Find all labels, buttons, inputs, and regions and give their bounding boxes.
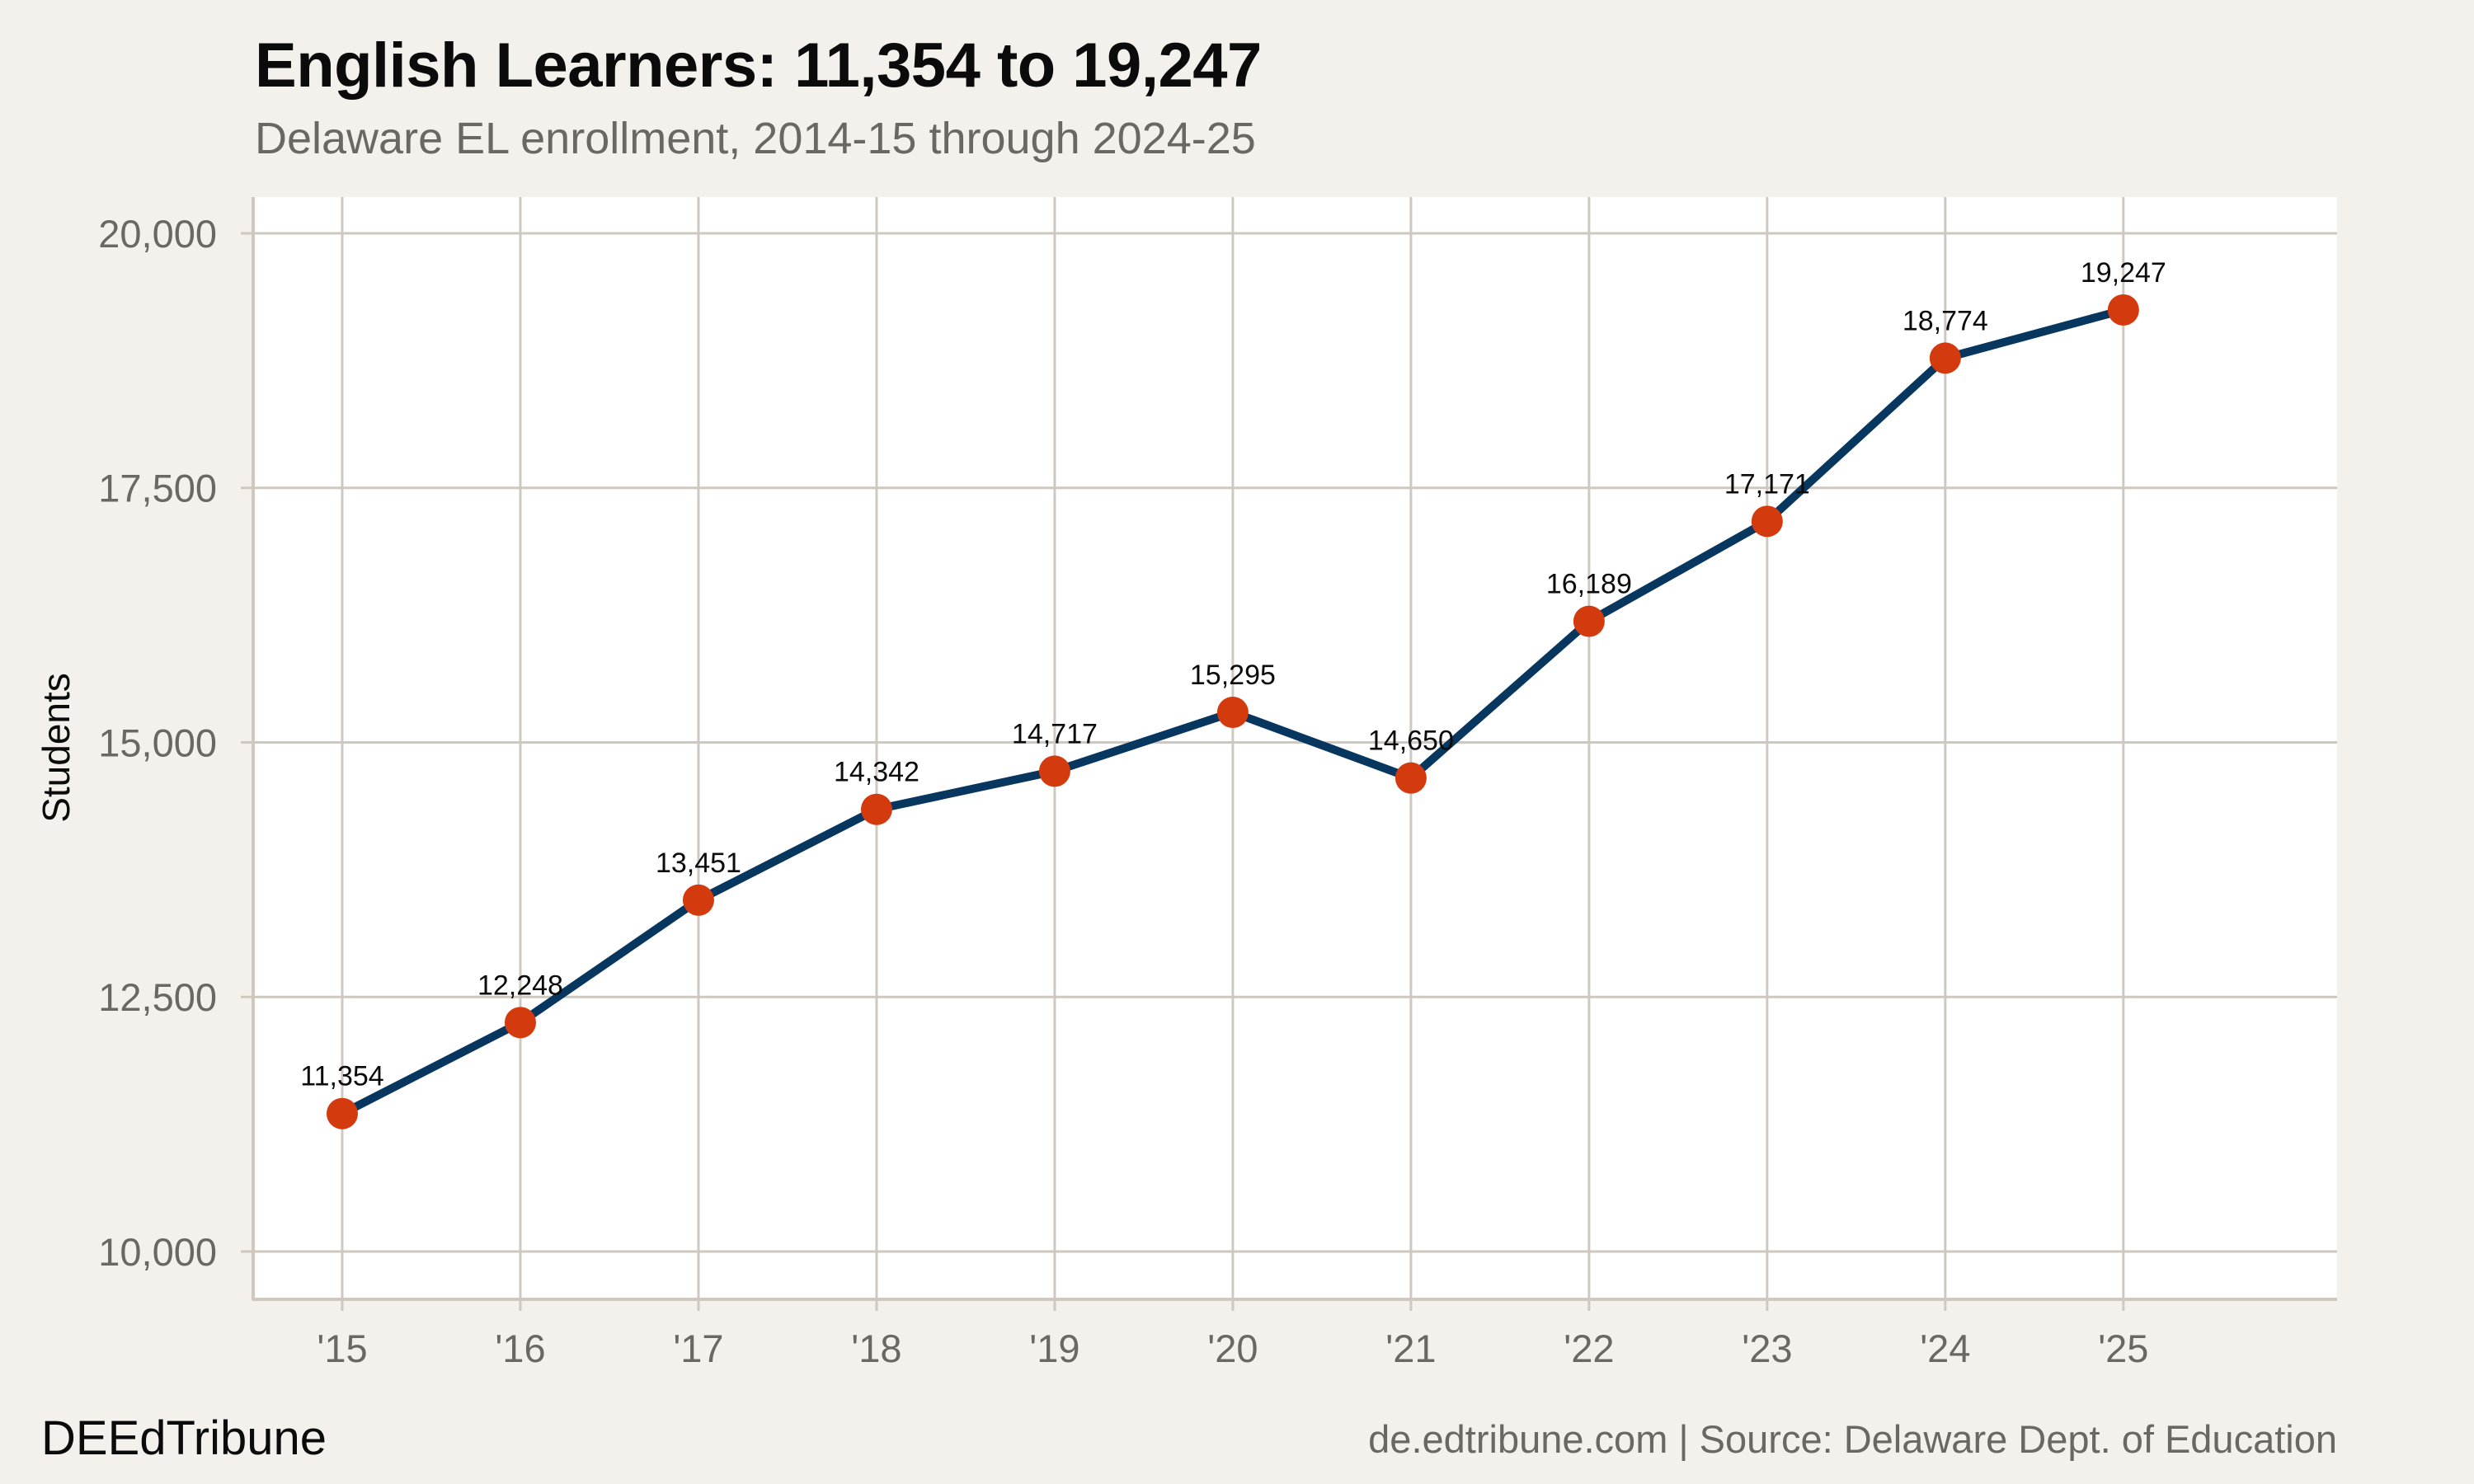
data-point-marker bbox=[1573, 605, 1605, 637]
x-tick-label: '23 bbox=[1742, 1327, 1792, 1370]
x-tick-label: '21 bbox=[1385, 1327, 1436, 1370]
x-tick-label: '22 bbox=[1564, 1327, 1614, 1370]
data-value-label: 15,295 bbox=[1190, 660, 1276, 691]
data-value-label: 13,451 bbox=[656, 848, 741, 879]
data-point-marker bbox=[1216, 697, 1249, 729]
x-tick-label: '17 bbox=[673, 1327, 723, 1370]
x-tick-label: '20 bbox=[1207, 1327, 1258, 1370]
data-point-marker bbox=[326, 1097, 358, 1129]
y-axis-tick-labels: 10,000 12,500 15,000 17,500 20,000 bbox=[98, 212, 217, 1274]
data-point-marker bbox=[504, 1007, 536, 1039]
data-value-label: 14,342 bbox=[834, 757, 920, 788]
x-tick-label: '19 bbox=[1029, 1327, 1079, 1370]
source-caption: de.edtribune.com | Source: Delaware Dept… bbox=[1368, 1417, 2337, 1461]
y-gridlines bbox=[241, 232, 2337, 1253]
brand-logo-text: DEEdTribune bbox=[41, 1411, 327, 1465]
x-tick-label: '16 bbox=[495, 1327, 545, 1370]
axes bbox=[252, 197, 2337, 1301]
x-tick-label: '15 bbox=[317, 1327, 367, 1370]
chart-title: English Learners: 11,354 to 19,247 bbox=[255, 31, 1262, 101]
enrollment-series bbox=[326, 294, 2139, 1129]
data-value-label: 16,189 bbox=[1546, 569, 1632, 600]
data-point-marker bbox=[2107, 294, 2139, 326]
data-point-marker bbox=[1395, 762, 1427, 794]
y-axis-title: Students bbox=[35, 673, 78, 823]
y-tick-label: 15,000 bbox=[98, 721, 217, 764]
plot-panel bbox=[253, 197, 2337, 1299]
data-point-marker bbox=[1038, 755, 1070, 787]
x-tick-label: '24 bbox=[1920, 1327, 1970, 1370]
data-point-marker bbox=[1751, 505, 1783, 538]
data-value-label: 17,171 bbox=[1724, 468, 1810, 500]
data-labels: 11,354 12,248 13,451 14,342 14,717 15,295 14,6… bbox=[300, 257, 2166, 1092]
data-value-label: 19,247 bbox=[2081, 257, 2166, 289]
x-tick-label: '18 bbox=[851, 1327, 901, 1370]
y-tick-label: 17,500 bbox=[98, 467, 217, 510]
data-value-label: 14,717 bbox=[1012, 718, 1098, 749]
data-value-label: 11,354 bbox=[300, 1061, 383, 1092]
data-value-label: 18,774 bbox=[1903, 305, 1988, 336]
data-value-label: 14,650 bbox=[1368, 726, 1454, 757]
x-tick-label: '25 bbox=[2098, 1327, 2148, 1370]
chart-subtitle: Delaware EL enrollment, 2014-15 through … bbox=[255, 114, 1256, 163]
y-tick-label: 20,000 bbox=[98, 212, 217, 256]
x-axis-tick-labels: '15 '16 '17 '18 '19 '20 '21 '22 '23 '24 '25 bbox=[317, 1327, 2148, 1370]
data-point-marker bbox=[1929, 342, 1961, 374]
y-tick-label: 12,500 bbox=[98, 975, 217, 1019]
data-value-label: 12,248 bbox=[477, 970, 563, 1001]
data-point-marker bbox=[682, 884, 714, 916]
data-point-marker bbox=[860, 793, 892, 825]
y-tick-label: 10,000 bbox=[98, 1230, 217, 1274]
x-gridlines bbox=[341, 197, 2125, 1311]
